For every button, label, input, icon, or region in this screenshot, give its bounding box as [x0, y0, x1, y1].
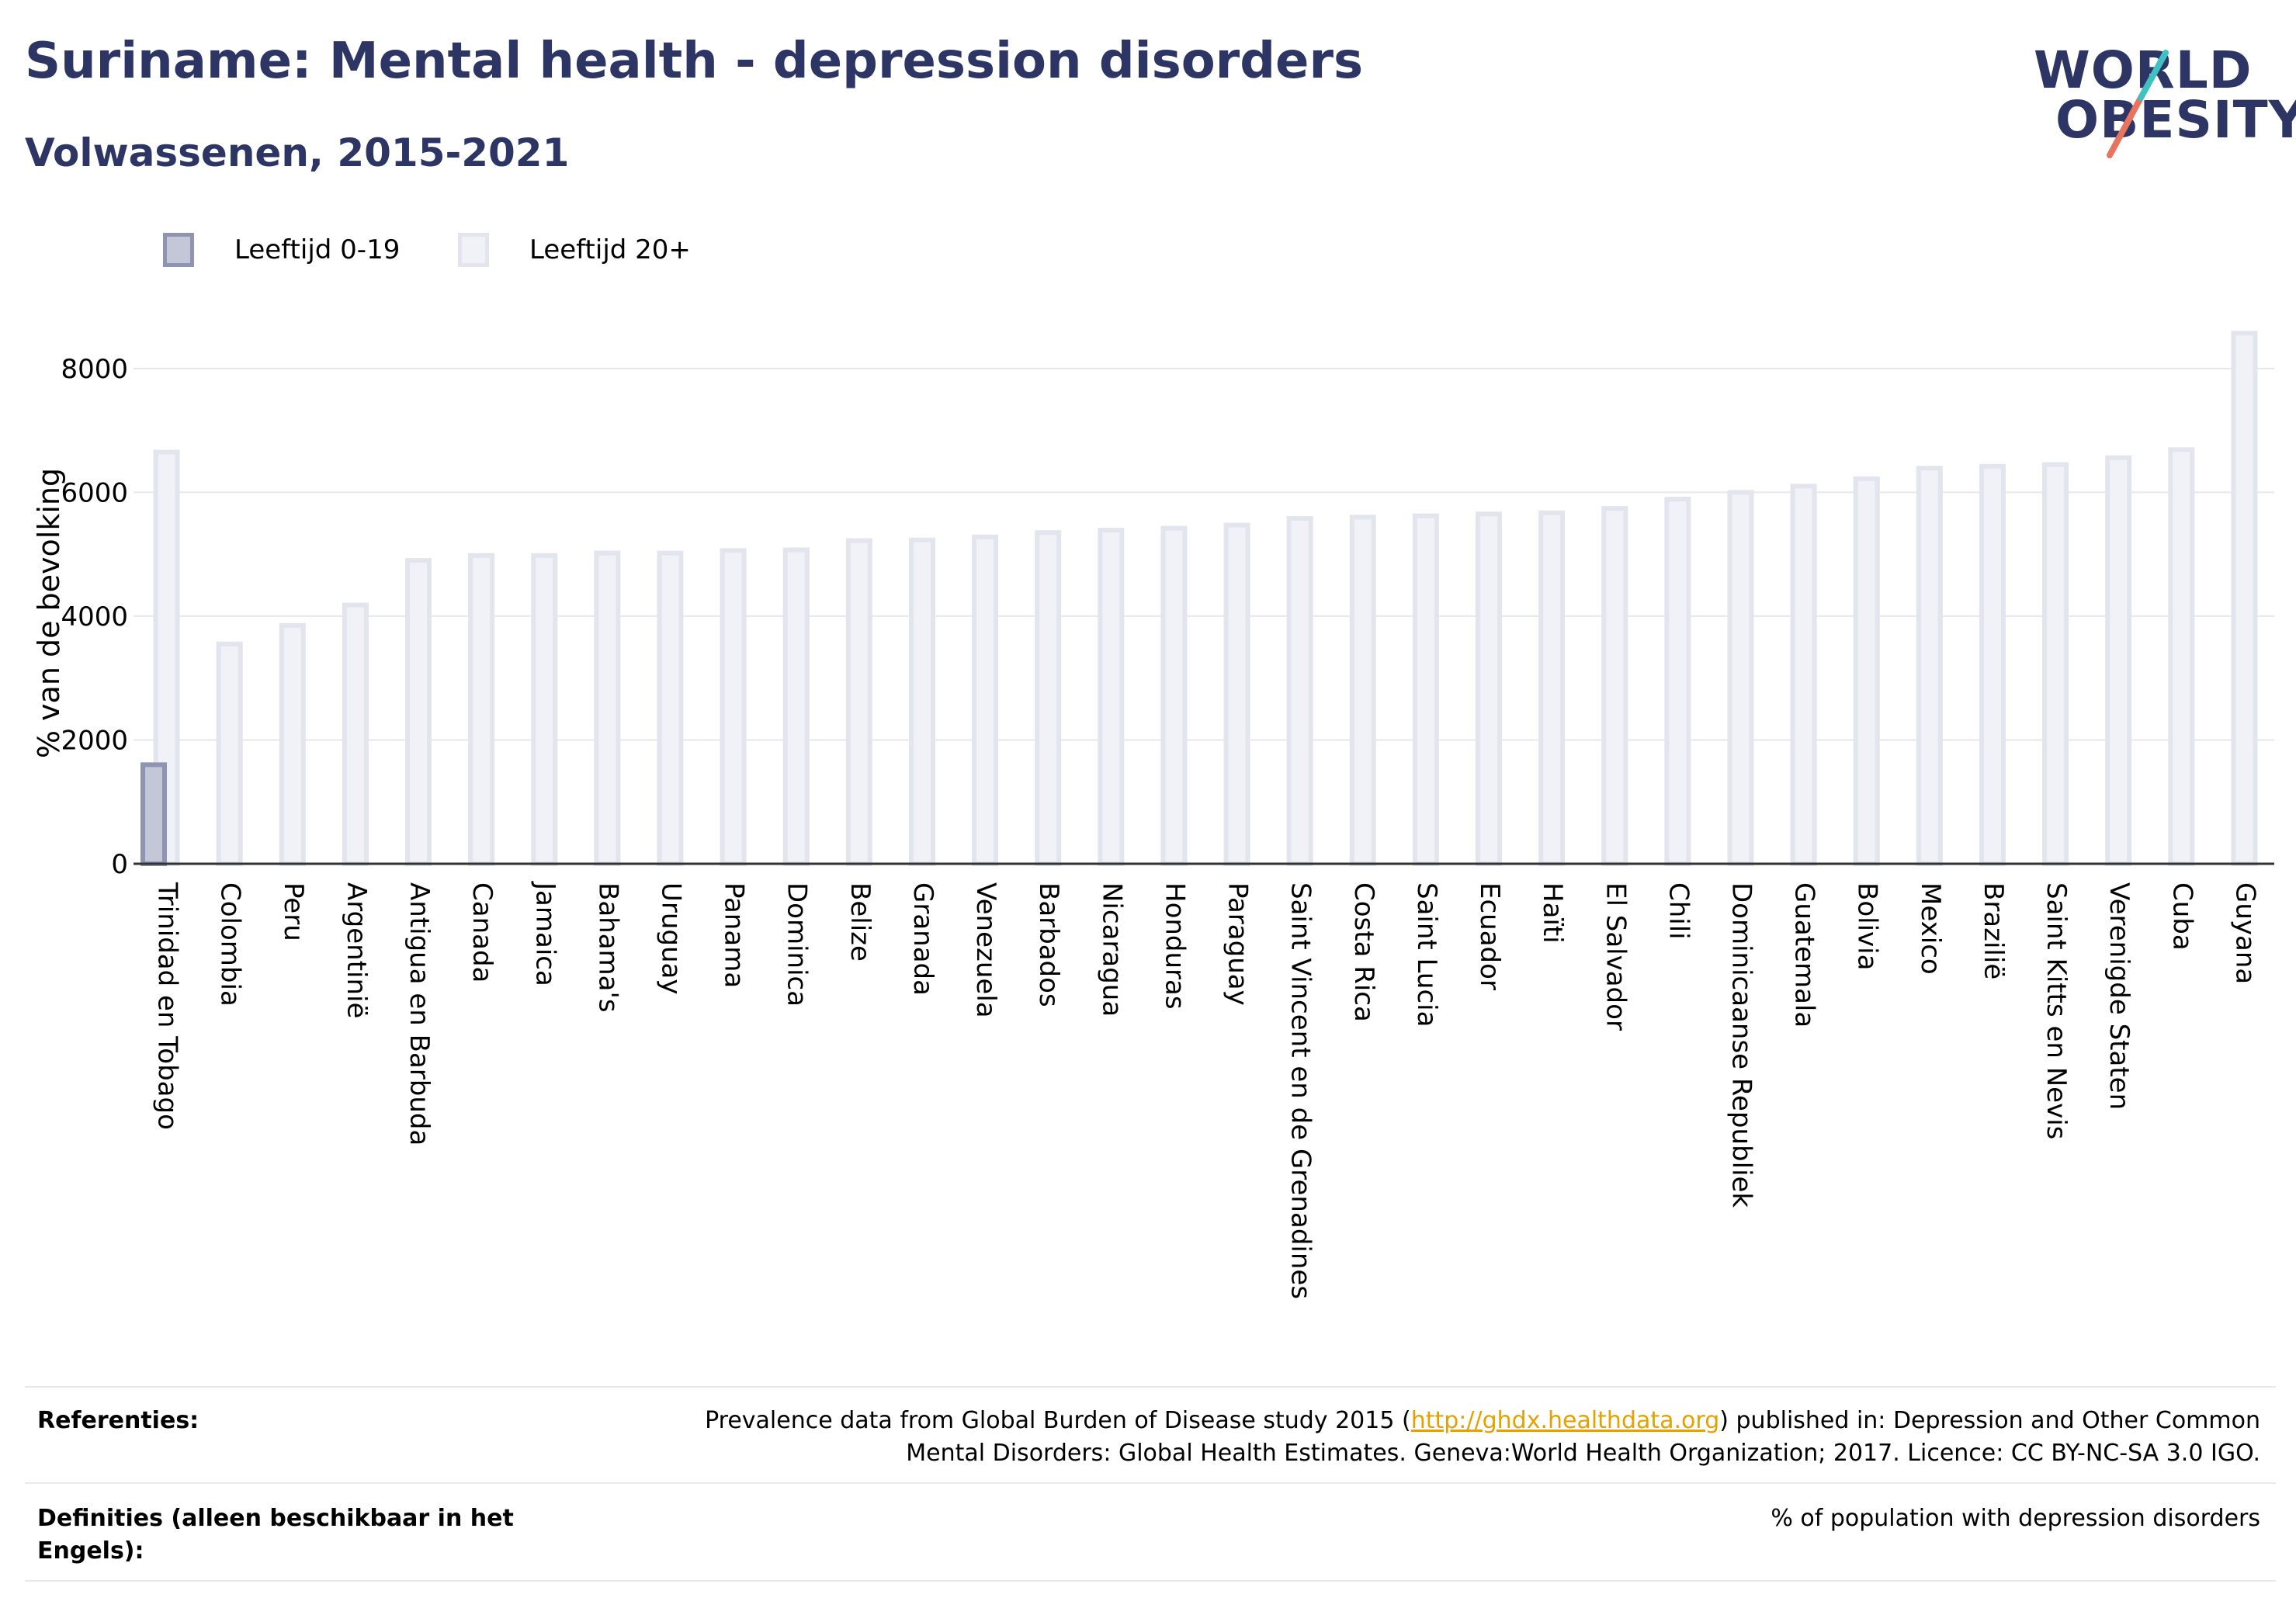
- legend-label-age-20-plus: Leeftijd 20+: [529, 234, 691, 265]
- x-tick-label: Cuba: [2166, 882, 2197, 951]
- definitions-text: % of population with depression disorder…: [1771, 1505, 2260, 1532]
- definitions-label-line2: Engels):: [37, 1537, 144, 1565]
- x-tick-label: Barbados: [1033, 882, 1064, 1007]
- x-tick-label: Jamaica: [529, 881, 560, 986]
- legend-swatch-age-20-plus: [458, 233, 489, 267]
- x-tick-label: Panama: [719, 882, 750, 988]
- bar-age-20-plus[interactable]: [1160, 525, 1188, 866]
- divider: [25, 1580, 2276, 1582]
- bar-age-20-plus[interactable]: [1601, 506, 1628, 866]
- bar-age-20-plus[interactable]: [1538, 510, 1566, 866]
- definitions-label: Definities (alleen beschikbaar in het En…: [37, 1502, 514, 1568]
- bar-age-20-plus[interactable]: [1476, 511, 1503, 866]
- y-tick-label: 8000: [61, 354, 128, 385]
- y-tick-label: 4000: [61, 601, 128, 633]
- x-tick-label: Brazilië: [1978, 882, 2009, 979]
- bar-age-20-plus[interactable]: [2168, 447, 2195, 866]
- x-tick-label: Saint Vincent en de Grenadines: [1285, 882, 1316, 1299]
- bar-chart: 0 2000 4000 6000 8000 % van de bevolking Trini…: [32, 331, 2274, 1299]
- x-tick-label: Nicaragua: [1096, 882, 1127, 1017]
- references-text-after: ) published in: Depression and Other Com…: [1719, 1407, 2260, 1434]
- x-tick-label: Antigua en Barbuda: [404, 882, 435, 1145]
- x-tick-label: Guatemala: [1789, 882, 1820, 1028]
- references-text-line2: Mental Disorders: Global Health Estimate…: [906, 1440, 2260, 1467]
- bar-age-20-plus[interactable]: [342, 602, 369, 866]
- x-tick-label: Dominica: [782, 882, 813, 1007]
- bar-age-20-plus[interactable]: [1098, 528, 1125, 866]
- bar-age-20-plus[interactable]: [1727, 490, 1754, 866]
- x-tick-label: Haïti: [1537, 882, 1568, 944]
- bar-age-20-plus[interactable]: [1223, 522, 1250, 866]
- x-tick-label: Mexico: [1915, 882, 1946, 975]
- bar-age-20-plus[interactable]: [1035, 530, 1062, 866]
- bar-age-20-plus[interactable]: [1412, 513, 1439, 866]
- y-tick-label: 2000: [61, 725, 128, 756]
- y-tick-label: 0: [111, 849, 128, 880]
- logo-line-2: OBESITY: [2055, 90, 2296, 150]
- bar-age-20-plus[interactable]: [594, 550, 621, 866]
- legend-swatch-age-0-19: [163, 233, 194, 267]
- x-tick-label: Ecuador: [1474, 882, 1505, 990]
- x-tick-label: Costa Rica: [1348, 882, 1379, 1022]
- bar-age-20-plus[interactable]: [1853, 476, 1880, 867]
- bar-age-20-plus[interactable]: [2231, 331, 2258, 867]
- x-tick-label: Bahama's: [592, 882, 623, 1013]
- references-link[interactable]: http://ghdx.healthdata.org: [1410, 1407, 1720, 1434]
- bar-age-20-plus[interactable]: [908, 537, 935, 866]
- bar-age-20-plus[interactable]: [2105, 455, 2132, 866]
- x-tick-label: Verenigde Staten: [2104, 882, 2135, 1110]
- bar-age-20-plus[interactable]: [1790, 483, 1817, 866]
- references-text: Prevalence data from Global Burden of Di…: [553, 1405, 2260, 1470]
- y-tick-label: 6000: [61, 477, 128, 508]
- divider: [25, 1386, 2276, 1388]
- divider: [25, 1482, 2276, 1484]
- definitions-label-line1: Definities (alleen beschikbaar in het: [37, 1505, 514, 1532]
- bar-age-20-plus[interactable]: [1286, 515, 1313, 866]
- x-tick-label: Uruguay: [656, 882, 687, 995]
- x-tick-label: Canada: [466, 882, 498, 983]
- x-tick-label: Guyana: [2229, 882, 2260, 984]
- x-tick-label: Trinidad en Tobago: [152, 882, 183, 1130]
- bar-age-20-plus[interactable]: [1916, 466, 1943, 866]
- bar-age-20-plus[interactable]: [1349, 515, 1376, 866]
- bar-age-20-plus[interactable]: [405, 558, 432, 866]
- world-obesity-logo: WORLD OBESITY: [2018, 31, 2296, 171]
- x-tick-label: El Salvador: [1600, 882, 1631, 1031]
- logo-slash-icon: [2107, 50, 2169, 158]
- x-tick-label: Venezuela: [970, 882, 1001, 1018]
- x-tick-label: Saint Lucia: [1411, 882, 1442, 1027]
- chart-title: Suriname: Mental health - depression dis…: [25, 33, 1364, 90]
- bar-age-20-plus[interactable]: [2042, 462, 2069, 866]
- references-text-before: Prevalence data from Global Burden of Di…: [705, 1407, 1411, 1434]
- bar-age-20-plus[interactable]: [1664, 497, 1691, 866]
- x-tick-label: Argentinië: [341, 882, 372, 1018]
- bar-age-20-plus[interactable]: [972, 534, 999, 866]
- chart-subtitle: Volwassenen, 2015-2021: [25, 130, 570, 175]
- logo-line-1: WORLD: [2034, 40, 2253, 100]
- bar-age-20-plus[interactable]: [720, 548, 747, 866]
- x-tick-label: Bolivia: [1852, 882, 1883, 970]
- x-tick-label: Paraguay: [1223, 882, 1254, 1006]
- x-tick-label: Peru: [278, 882, 309, 941]
- bar-age-20-plus[interactable]: [468, 553, 495, 866]
- bar-age-20-plus[interactable]: [531, 553, 558, 866]
- x-tick-label: Dominicaanse Republiek: [1726, 882, 1757, 1208]
- x-tick-label: Saint Kitts en Nevis: [2041, 882, 2072, 1139]
- legend-label-age-0-19: Leeftijd 0-19: [234, 234, 401, 265]
- bar-age-0-19[interactable]: [140, 762, 167, 866]
- y-axis-label: % van de bevolking: [32, 468, 66, 758]
- bar-age-20-plus[interactable]: [279, 622, 306, 866]
- bar-age-20-plus[interactable]: [657, 550, 684, 866]
- x-tick-label: Granada: [907, 882, 938, 996]
- x-tick-label: Honduras: [1159, 882, 1190, 1010]
- bar-age-20-plus[interactable]: [1979, 463, 2006, 867]
- bar-age-20-plus[interactable]: [782, 547, 810, 866]
- x-tick-label: Chili: [1663, 882, 1694, 940]
- bar-age-20-plus[interactable]: [216, 641, 243, 866]
- x-tick-label: Belize: [845, 882, 876, 962]
- bar-age-20-plus[interactable]: [845, 538, 872, 866]
- x-tick-label: Colombia: [215, 882, 246, 1007]
- references-label: Referenties:: [37, 1407, 199, 1434]
